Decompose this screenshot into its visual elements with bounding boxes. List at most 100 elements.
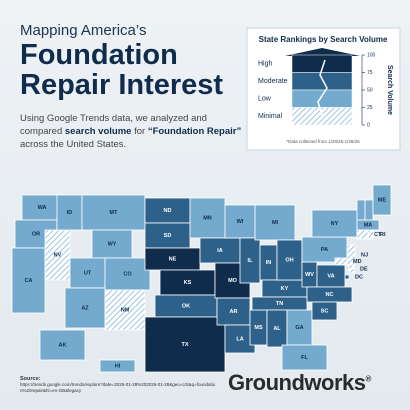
state-label: OH — [285, 257, 293, 263]
state-label: WY — [108, 241, 117, 247]
source-label: Source: — [20, 376, 41, 382]
state-region — [64, 287, 106, 329]
state-region — [348, 264, 355, 274]
state-label: SD — [164, 233, 172, 239]
state-region — [99, 359, 136, 373]
state-region — [364, 199, 374, 221]
state-region — [104, 289, 146, 331]
brand-mark: ® — [365, 374, 372, 384]
state-label: SC — [321, 308, 329, 314]
state-region — [39, 329, 86, 361]
state-label: MT — [110, 210, 119, 216]
state-label: NY — [331, 221, 339, 227]
legend-level-label: Low — [258, 96, 272, 103]
legend-tick-label: 100 — [367, 52, 376, 58]
state-region — [81, 194, 146, 231]
intro-text: Using Google Trends data, we analyzed an… — [20, 113, 207, 137]
state-region — [344, 274, 350, 280]
state-label: MI — [272, 220, 279, 226]
state-region — [334, 257, 348, 266]
kicker: Mapping America’s — [20, 22, 147, 39]
state-label: AL — [273, 326, 281, 332]
intro-text: across the United States. — [20, 139, 127, 150]
intro-text: “Foundation Repair” — [147, 126, 242, 137]
legend-roof — [285, 48, 360, 56]
legend-tick-label: 50 — [367, 87, 373, 93]
state-label: TN — [276, 301, 283, 307]
state-label: UT — [84, 270, 92, 276]
state-region — [104, 257, 151, 291]
brand-name: Groundworks — [228, 370, 366, 395]
state-region — [56, 194, 83, 231]
state-label: AZ — [81, 305, 89, 311]
state-label: ND — [164, 208, 172, 214]
state-region — [356, 199, 366, 221]
title: Foundation Repair Interest — [20, 39, 224, 101]
intro-text: search volume — [64, 126, 132, 137]
state-label: MD — [353, 259, 362, 265]
state-label: ID — [67, 210, 73, 216]
state-region — [224, 204, 256, 239]
legend-tick-label: 25 — [367, 105, 373, 111]
state-region — [276, 239, 303, 281]
state-region — [159, 269, 216, 296]
state-label: WI — [237, 219, 244, 225]
state-label: DE — [360, 266, 368, 272]
state-label: NE — [169, 256, 177, 262]
state-label: WA — [38, 205, 47, 211]
state-region — [311, 301, 338, 321]
state-label: NC — [326, 292, 334, 298]
state-label: NJ — [361, 252, 368, 258]
state-region — [21, 194, 63, 221]
state-label: NM — [121, 307, 130, 313]
state-label: CT — [374, 232, 382, 238]
state-region — [69, 257, 106, 289]
legend-axis-label: Search Volume — [386, 65, 393, 115]
state-label: WV — [305, 272, 314, 278]
legend-band — [291, 89, 353, 108]
state-label: MA — [364, 222, 373, 228]
legend-crack — [317, 59, 328, 119]
state-label: ME — [378, 197, 387, 203]
state-label: OK — [182, 303, 190, 309]
source: Source: https://trends.google.com/trends/… — [20, 376, 220, 394]
state-label: KY — [281, 286, 289, 292]
state-region — [216, 297, 251, 326]
intro-text: for — [131, 126, 148, 137]
brand-logo: Groundworks® — [228, 370, 371, 396]
state-label: KS — [184, 280, 192, 286]
state-label: CO — [123, 271, 132, 277]
state-region — [11, 247, 46, 314]
state-label: PA — [321, 247, 328, 253]
state-label: IN — [266, 260, 272, 266]
legend-level-label: Minimal — [258, 113, 283, 120]
state-label: IA — [217, 248, 223, 254]
state-label: LA — [236, 336, 243, 342]
state-label: RI — [380, 232, 386, 238]
state-region — [281, 344, 328, 371]
state-region — [254, 204, 296, 241]
legend-level-label: Moderate — [258, 78, 288, 85]
intro: Using Google Trends data, we analyzed an… — [20, 112, 245, 151]
legend-note: *Data collected from 1/28/25-1/28/26 — [286, 139, 360, 144]
state-label: MO — [228, 278, 238, 284]
state-label: OR — [32, 231, 40, 237]
state-label: NV — [54, 252, 62, 258]
state-label: TX — [181, 342, 188, 348]
state-label: IL — [248, 258, 254, 264]
state-region — [199, 237, 241, 264]
state-label: CA — [25, 278, 33, 284]
state-label: MN — [203, 215, 212, 221]
legend-title: State Rankings by Search Volume — [259, 35, 388, 44]
state-region — [144, 316, 226, 373]
state-label: GA — [295, 325, 303, 331]
state-label: AR — [230, 309, 238, 315]
state-label: VA — [327, 273, 334, 279]
state-label: MS — [254, 325, 263, 331]
state-label: HI — [115, 363, 121, 369]
legend-tick-label: 75 — [367, 70, 373, 76]
state-label: AK — [59, 342, 67, 348]
state-label: DC — [355, 274, 363, 280]
